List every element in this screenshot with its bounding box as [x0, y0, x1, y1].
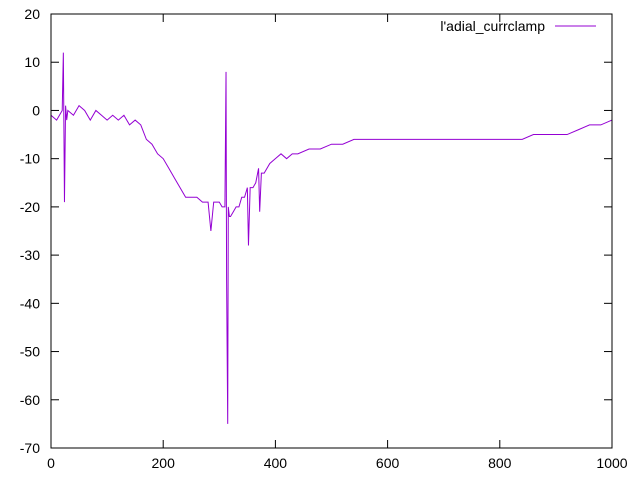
x-tick-label: 200	[152, 455, 176, 471]
y-tick-label: -50	[20, 344, 40, 360]
y-tick-label: -60	[20, 392, 40, 408]
y-tick-label: 10	[24, 54, 40, 70]
x-tick-label: 400	[264, 455, 288, 471]
series-line	[50, 52, 613, 424]
tick-label-layer: 0 200 400 600 800 1000 20 10 0 -10 -20 -30 -40 -50 -60…	[20, 6, 628, 471]
legend-label: l'adial_currclamp	[440, 18, 545, 34]
y-tick-label: 0	[32, 102, 40, 118]
x-tick-label: 0	[47, 455, 55, 471]
x-tick-label: 600	[376, 455, 400, 471]
y-tick-label: -70	[20, 440, 40, 456]
plot-layer	[50, 52, 613, 424]
x-tick-label: 800	[488, 455, 512, 471]
y-tick-label: -10	[20, 151, 40, 167]
y-tick-label: -40	[20, 295, 40, 311]
plot-frame	[50, 13, 613, 449]
y-tick-label: -20	[20, 199, 40, 215]
legend: l'adial_currclamp	[440, 18, 596, 34]
y-tick-label: -30	[20, 247, 40, 263]
x-tick-label: 1000	[596, 455, 627, 471]
y-tick-label: 20	[24, 6, 40, 22]
